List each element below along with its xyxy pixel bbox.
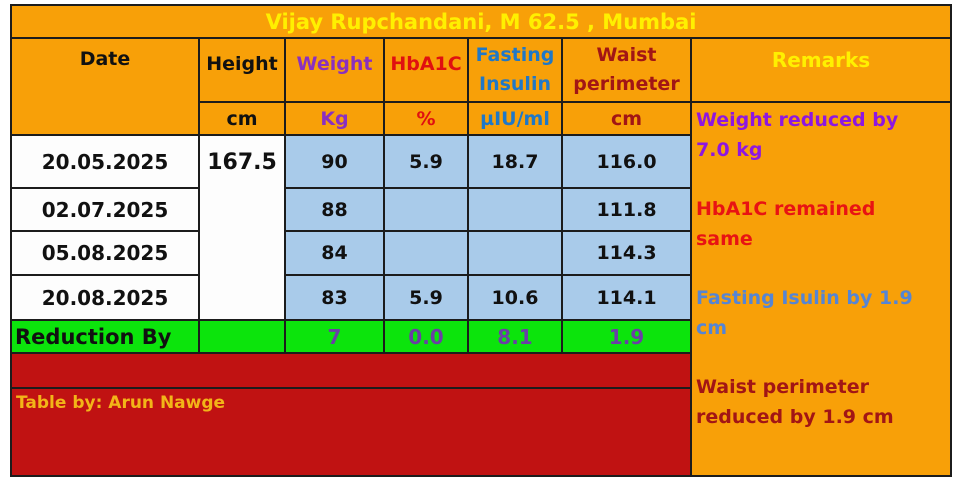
reduction-label: Reduction By xyxy=(12,321,198,352)
remark-weight: Weight reduced by 7.0 kg xyxy=(696,109,899,161)
col-header-weight: Weight xyxy=(286,39,383,101)
weight-cell: 83 xyxy=(286,276,383,319)
col-header-waist-perimeter: Waist perimeter xyxy=(563,39,690,101)
reduction-fasting-insulin: 8.1 xyxy=(469,321,561,352)
reduction-weight: 7 xyxy=(286,321,383,352)
date-cell: 05.08.2025 xyxy=(12,232,198,274)
fasting-insulin-cell: 18.7 xyxy=(469,136,561,187)
date-cell: 20.05.2025 xyxy=(12,136,198,187)
height-value-cell: 167.5 xyxy=(200,136,284,319)
col-header-remarks: Remarks xyxy=(692,39,950,101)
table-title: Vijay Rupchandani, M 62.5 , Mumbai xyxy=(12,6,950,37)
weight-cell: 90 xyxy=(286,136,383,187)
waist-cell: 111.8 xyxy=(563,189,690,230)
fasting-insulin-cell: 10.6 xyxy=(469,276,561,319)
hba1c-cell: 5.9 xyxy=(385,136,467,187)
table-credit: Table by: Arun Nawge xyxy=(12,389,690,475)
unit-hba1c: % xyxy=(385,103,467,134)
waist-cell: 114.3 xyxy=(563,232,690,274)
remark-waist: Waist perimeter reduced by 1.9 cm xyxy=(696,376,894,428)
col-header-date: Date xyxy=(12,39,198,134)
fasting-insulin-cell xyxy=(469,232,561,274)
reduction-waist: 1.9 xyxy=(563,321,690,352)
unit-height: cm xyxy=(200,103,284,134)
hba1c-cell: 5.9 xyxy=(385,276,467,319)
remarks-panel: Weight reduced by 7.0 kg HbA1C remained … xyxy=(692,103,950,475)
health-tracking-table: Vijay Rupchandani, M 62.5 , Mumbai Date … xyxy=(10,4,952,477)
date-cell: 20.08.2025 xyxy=(12,276,198,319)
remark-hba1c: HbA1C remained same xyxy=(696,198,876,250)
fasting-insulin-cell xyxy=(469,189,561,230)
waist-cell: 114.1 xyxy=(563,276,690,319)
col-header-fasting-insulin: Fasting Insulin xyxy=(469,39,561,101)
footer-strip xyxy=(12,354,690,387)
weight-cell: 84 xyxy=(286,232,383,274)
unit-fasting-insulin: µIU/ml xyxy=(469,103,561,134)
unit-weight: Kg xyxy=(286,103,383,134)
col-header-height: Height xyxy=(200,39,284,101)
reduction-hba1c: 0.0 xyxy=(385,321,467,352)
weight-cell: 88 xyxy=(286,189,383,230)
hba1c-cell xyxy=(385,232,467,274)
hba1c-cell xyxy=(385,189,467,230)
col-header-hba1c: HbA1C xyxy=(385,39,467,101)
date-cell: 02.07.2025 xyxy=(12,189,198,230)
unit-waist-perimeter: cm xyxy=(563,103,690,134)
waist-cell: 116.0 xyxy=(563,136,690,187)
reduction-height-empty xyxy=(200,321,284,352)
remark-fasting-insulin: Fasting Isulin by 1.9 cm xyxy=(696,287,913,339)
